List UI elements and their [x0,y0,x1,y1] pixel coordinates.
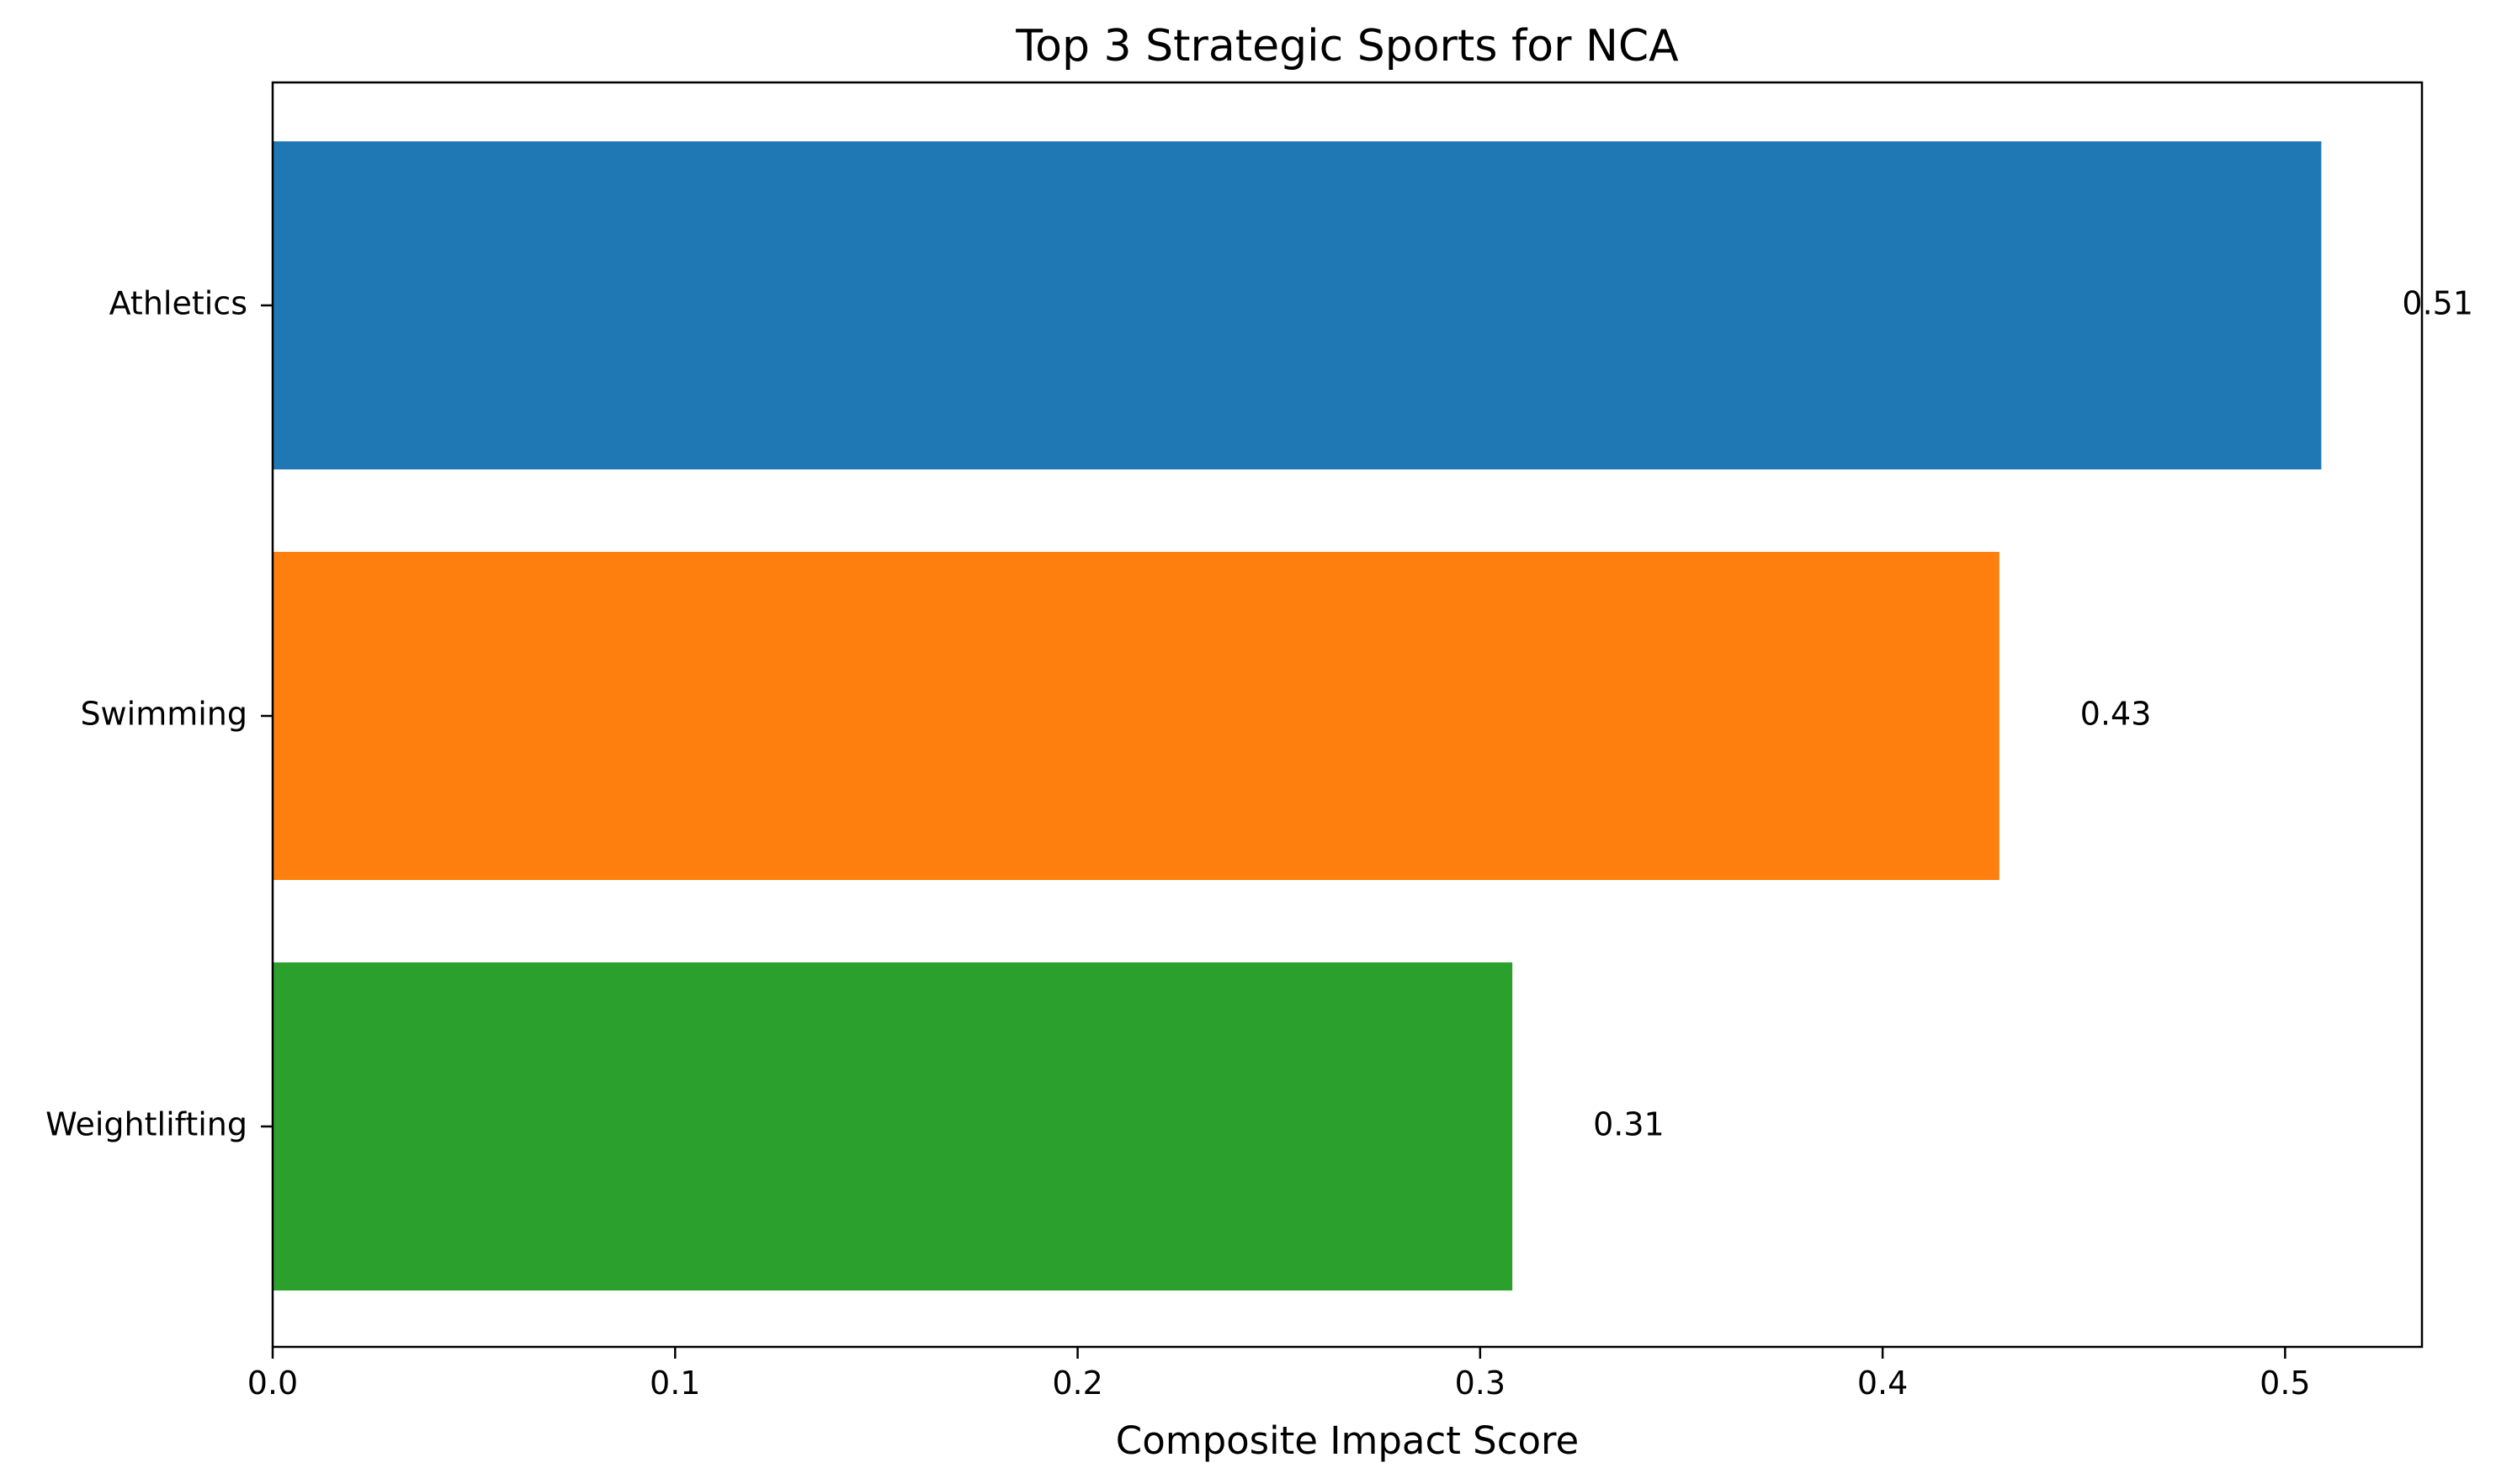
x-axis-label: Composite Impact Score [1116,1418,1579,1463]
x-tick-label: 0.1 [650,1365,700,1402]
x-tick-label: 0.2 [1052,1365,1102,1402]
y-tick-label-swimming: Swimming [80,696,247,733]
value-label-swimming: 0.43 [2080,696,2152,733]
x-axis: 0.0 0.1 0.2 0.3 0.4 0.5 [247,1347,2311,1402]
y-axis: Athletics Swimming Weightlifting [45,285,273,1143]
bars-group [273,141,2322,1291]
value-label-weightlifting: 0.31 [1593,1106,1665,1143]
value-labels-group: 0.51 0.43 0.31 [1593,285,2473,1143]
x-tick-label: 0.5 [2260,1365,2310,1402]
y-tick-label-weightlifting: Weightlifting [45,1106,247,1143]
plot-frame [271,81,2424,1349]
x-tick-label: 0.3 [1455,1365,1506,1402]
x-tick-label: 0.4 [1857,1365,1908,1402]
bar-swimming [273,552,1999,880]
chart-title: Top 3 Strategic Sports for NCA [1015,21,1679,72]
bar-athletics [273,141,2322,469]
y-tick-label-athletics: Athletics [109,285,247,322]
x-tick-label: 0.0 [247,1365,298,1402]
bar-weightlifting [273,962,1513,1291]
value-label-athletics: 0.51 [2402,285,2473,322]
